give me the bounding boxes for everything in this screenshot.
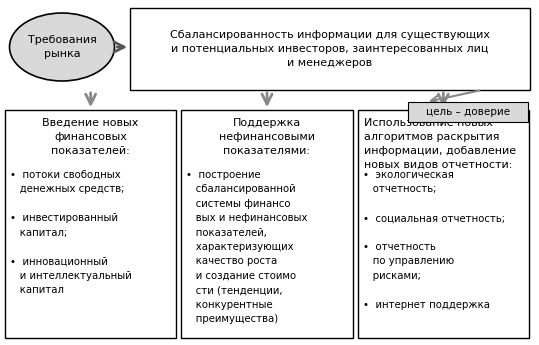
Text: Требования
рынка: Требования рынка (27, 35, 96, 59)
FancyBboxPatch shape (181, 110, 353, 338)
FancyBboxPatch shape (130, 8, 530, 90)
Text: цель – доверие: цель – доверие (426, 107, 510, 117)
Text: Сбалансированность информации для существующих
и потенциальных инвесторов, заинт: Сбалансированность информации для сущест… (170, 30, 490, 68)
Ellipse shape (10, 13, 114, 81)
Text: •  экологическая
   отчетность;

•  социальная отчетность;

•  отчетность
   по : • экологическая отчетность; • социальная… (363, 170, 505, 309)
Text: Использование новых
алгоритмов раскрытия
информации, добавление
новых видов отче: Использование новых алгоритмов раскрытия… (364, 118, 516, 170)
FancyBboxPatch shape (5, 110, 176, 338)
Text: •  построение
   сбалансированной
   системы финансо
   вых и нефинансовых
   по: • построение сбалансированной системы фи… (186, 170, 308, 324)
Text: Поддержка
нефинансовыми
показателями:: Поддержка нефинансовыми показателями: (219, 118, 315, 156)
FancyBboxPatch shape (408, 102, 528, 122)
Text: Введение новых
финансовых
показателей:: Введение новых финансовых показателей: (43, 118, 139, 156)
Text: •  потоки свободных
   денежных средств;

•  инвестированный
   капитал;

•  инн: • потоки свободных денежных средств; • и… (10, 170, 132, 295)
FancyBboxPatch shape (358, 110, 529, 338)
